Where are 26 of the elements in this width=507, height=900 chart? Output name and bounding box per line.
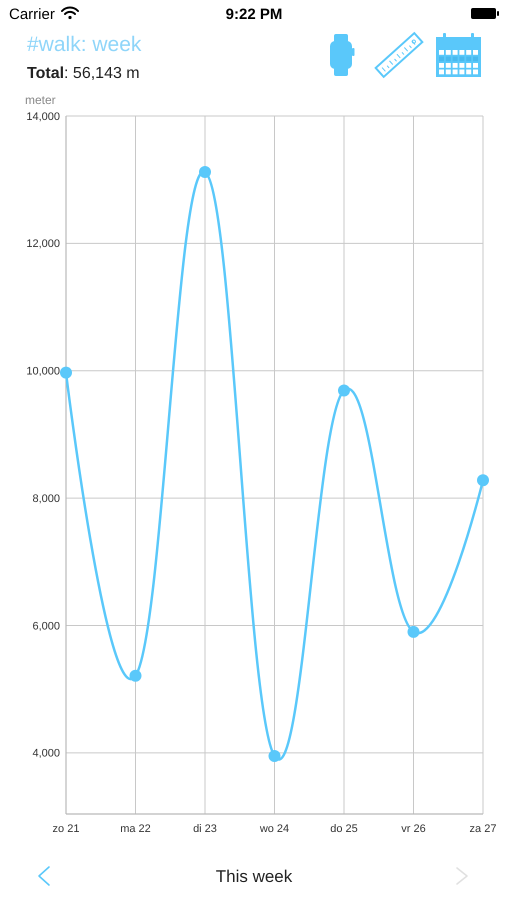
x-tick-label: wo 24 <box>258 823 290 835</box>
y-tick-label: 10,000 <box>26 366 60 378</box>
y-tick-label: 6,000 <box>32 620 60 632</box>
text: Carrier <box>9 6 55 23</box>
x-tick-label: do 25 <box>330 823 358 835</box>
point <box>408 626 420 638</box>
point <box>477 474 489 486</box>
y-tick-label: 4,000 <box>32 748 60 760</box>
y-tick-label: 8,000 <box>32 492 60 505</box>
y-tick-label: 14,000 <box>26 110 60 123</box>
point <box>199 166 211 178</box>
point <box>60 366 72 379</box>
x-tick-label: za 27 <box>470 823 496 835</box>
chart-title: #walk: week <box>27 33 142 56</box>
x-tick-label: vr 26 <box>401 823 426 835</box>
x-tick-label: zo 21 <box>52 823 80 835</box>
text: This week <box>216 867 293 886</box>
chart-subtitle: Total: 56,143 m <box>27 65 140 82</box>
y-tick-label: 12,000 <box>26 238 60 250</box>
point <box>338 384 350 396</box>
y-axis-title: meter <box>25 93 56 107</box>
text: 9:22 PM <box>226 6 282 23</box>
x-tick-label: di 23 <box>193 823 217 835</box>
point <box>130 670 142 682</box>
point <box>268 750 280 762</box>
x-tick-label: ma 22 <box>120 823 151 835</box>
